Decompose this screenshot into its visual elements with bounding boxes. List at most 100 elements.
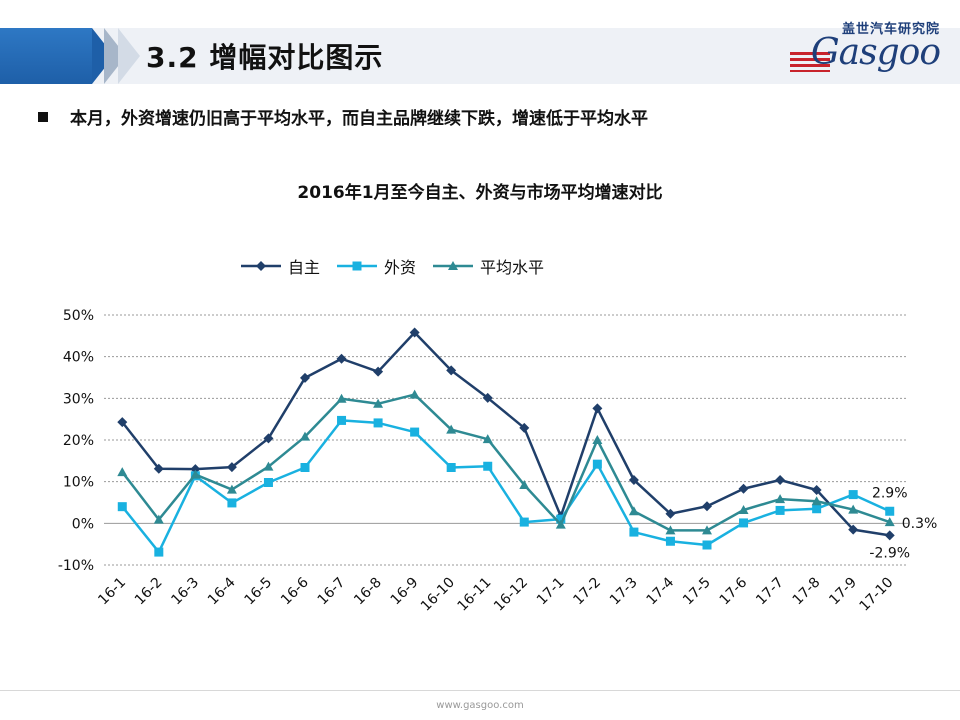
- data-point: [153, 514, 164, 524]
- x-tick-label: 17-10: [856, 575, 896, 615]
- y-tick-label: 30%: [63, 391, 94, 407]
- chevron-right-icon: [118, 28, 140, 84]
- data-point: [592, 403, 603, 414]
- data-point: [665, 536, 675, 546]
- data-point: [775, 475, 786, 485]
- x-tick-label: 17-5: [680, 575, 714, 609]
- line-chart: 50%40%30%20%10%0%-10%16-1 16-2 16-3 16-4 16-…: [58, 308, 938, 615]
- data-point: [263, 478, 273, 487]
- x-tick-label: 16-6: [278, 574, 312, 608]
- data-point: [117, 467, 128, 477]
- data-point: [702, 540, 712, 550]
- data-point: [884, 530, 895, 541]
- data-point: [519, 480, 530, 489]
- data-point: [373, 366, 384, 377]
- data-point: [665, 525, 676, 535]
- data-point: [848, 524, 859, 535]
- data-point: [263, 433, 274, 444]
- x-tick-label: 17-2: [570, 575, 604, 609]
- y-tick-label: 0%: [72, 516, 94, 532]
- x-tick-label: 16-10: [418, 575, 458, 615]
- x-tick-label: 16-12: [491, 575, 531, 615]
- data-point: [555, 519, 566, 529]
- triangle-marker-icon: [433, 261, 474, 270]
- x-tick-label: 17-9: [826, 575, 860, 609]
- data-point: [519, 517, 529, 527]
- data-point: [738, 505, 749, 514]
- data-point: [227, 498, 237, 508]
- square-marker-icon: [337, 261, 378, 271]
- data-point: [190, 469, 201, 479]
- x-tick-label: 16-1: [95, 575, 129, 609]
- series-line: [121, 331, 890, 537]
- chart-legend: 自主 外资 平均水平: [240, 254, 560, 278]
- y-tick-label: -10%: [58, 558, 94, 574]
- x-tick-label: 16-5: [241, 575, 275, 609]
- x-tick-label: 17-4: [643, 574, 677, 608]
- data-point: [811, 485, 822, 495]
- chart-title: 2016年1月至今自主、外资与市场平均增速对比: [297, 183, 663, 203]
- data-point: [884, 517, 895, 527]
- data-label: 0.3%: [902, 516, 938, 532]
- data-point: [592, 459, 602, 469]
- data-point: [263, 461, 274, 471]
- data-point: [300, 372, 310, 383]
- data-point: [409, 327, 420, 338]
- data-point: [226, 462, 237, 473]
- y-tick-label: 50%: [63, 308, 94, 324]
- data-point: [410, 427, 420, 437]
- square-bullet-icon: [38, 111, 48, 122]
- data-point: [336, 353, 347, 364]
- y-tick-label: 40%: [63, 350, 94, 366]
- bullet-text: 本月，外资增速仍旧高于平均水平，而自主品牌继续下跌，增速低于平均水平: [70, 109, 648, 129]
- data-label: 2.9%: [872, 485, 908, 501]
- data-label: -2.9%: [869, 545, 910, 561]
- legend-label: 平均水平: [480, 258, 545, 277]
- data-point: [446, 424, 457, 434]
- data-point: [153, 463, 164, 474]
- footer-divider: [0, 690, 960, 691]
- x-tick-label: 17-1: [534, 575, 568, 609]
- data-point: [373, 398, 384, 408]
- legend-item-average: 平均水平: [432, 254, 544, 278]
- x-tick-label: 16-2: [132, 575, 166, 609]
- data-point: [702, 501, 712, 512]
- data-point: [482, 434, 493, 444]
- series-line: [121, 393, 891, 532]
- data-point: [848, 490, 858, 500]
- data-point: [300, 431, 310, 441]
- x-tick-label: 16-11: [454, 575, 494, 615]
- data-point: [811, 496, 822, 506]
- data-point: [154, 547, 164, 557]
- logo-stripes-icon: [790, 52, 830, 72]
- data-point: [665, 508, 676, 519]
- legend-label: 外资: [384, 258, 417, 277]
- data-point: [519, 422, 530, 433]
- logo-chinese-text: 盖世汽车研究院: [841, 22, 940, 37]
- data-point: [629, 527, 639, 537]
- footer-url: www.gasgoo.com: [436, 700, 524, 711]
- gasgoo-logo: 盖世汽车研究院 Gasgoo: [790, 18, 941, 80]
- series-line: [121, 419, 891, 554]
- data-point: [226, 484, 237, 494]
- y-tick-label: 20%: [63, 433, 94, 449]
- legend-item-waizi: 外资: [336, 254, 416, 278]
- data-point: [482, 392, 493, 403]
- x-tick-label: 16-9: [388, 575, 422, 609]
- x-tick-label: 17-7: [753, 575, 787, 609]
- x-tick-label: 16-8: [351, 575, 385, 609]
- data-point: [409, 389, 420, 399]
- data-point: [702, 525, 712, 535]
- data-point: [628, 506, 639, 516]
- x-tick-label: 16-3: [168, 575, 202, 609]
- data-point: [739, 518, 749, 528]
- data-point: [446, 463, 456, 472]
- data-point: [848, 504, 859, 514]
- data-point: [483, 461, 493, 471]
- legend-item-zizhu: 自主: [240, 254, 320, 278]
- data-point: [812, 504, 822, 514]
- data-point: [373, 418, 383, 428]
- data-point: [446, 365, 457, 376]
- logo-english-text: Gasgoo: [810, 32, 941, 73]
- x-tick-label: 16-4: [205, 574, 239, 608]
